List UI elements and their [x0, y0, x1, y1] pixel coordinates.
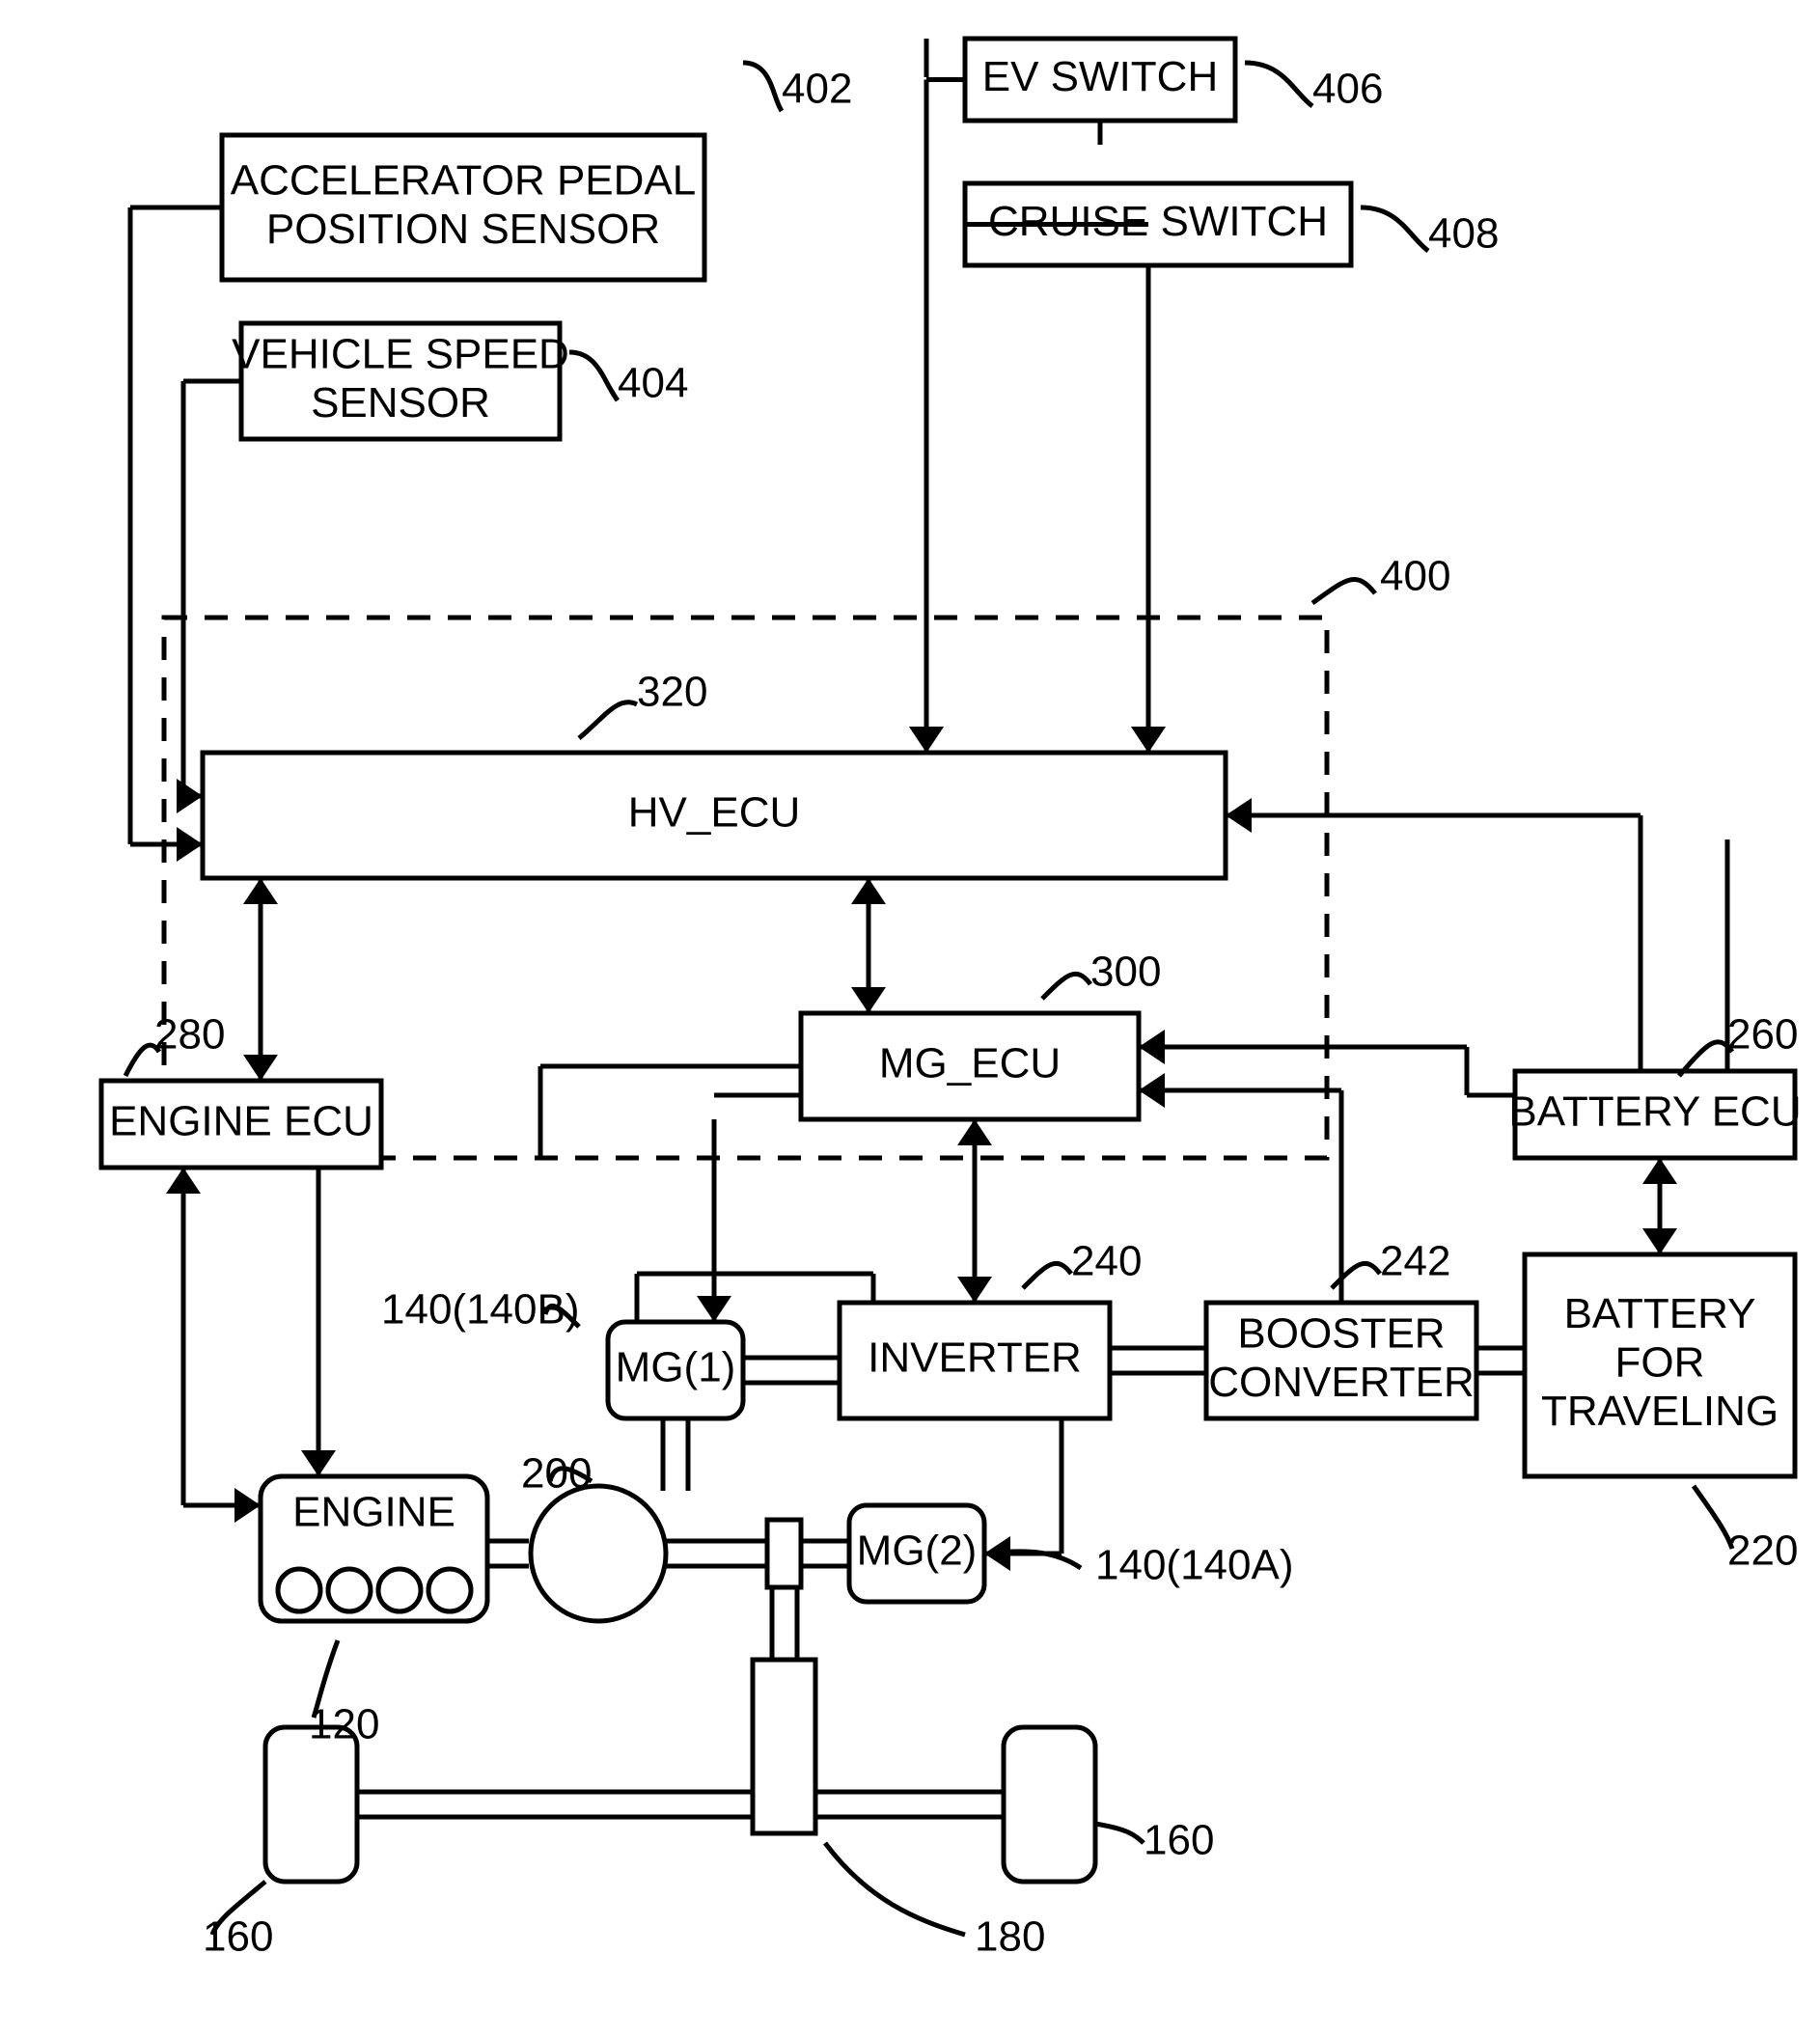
svg-text:260: 260	[1727, 1011, 1798, 1059]
svg-text:408: 408	[1428, 210, 1499, 258]
svg-text:404: 404	[618, 360, 688, 407]
svg-text:280: 280	[154, 1011, 225, 1059]
svg-text:140(140A): 140(140A)	[1095, 1542, 1293, 1589]
svg-text:INVERTER: INVERTER	[868, 1334, 1082, 1382]
svg-text:MG(2): MG(2)	[857, 1527, 978, 1575]
svg-text:BOOSTER: BOOSTER	[1237, 1309, 1445, 1357]
svg-text:406: 406	[1312, 66, 1383, 113]
svg-text:MG(1): MG(1)	[616, 1344, 736, 1391]
svg-text:ACCELERATOR PEDAL: ACCELERATOR PEDAL	[231, 156, 697, 204]
svg-text:POSITION SENSOR: POSITION SENSOR	[266, 206, 660, 253]
svg-text:BATTERY: BATTERY	[1564, 1290, 1756, 1337]
svg-text:320: 320	[637, 669, 707, 716]
svg-text:160: 160	[203, 1913, 273, 1961]
svg-text:HV_ECU: HV_ECU	[628, 789, 801, 837]
svg-text:ENGINE: ENGINE	[292, 1489, 455, 1536]
svg-text:300: 300	[1090, 949, 1161, 996]
svg-text:VEHICLE SPEED: VEHICLE SPEED	[232, 330, 569, 377]
svg-text:400: 400	[1380, 553, 1450, 600]
svg-text:MG_ECU: MG_ECU	[879, 1040, 1061, 1087]
svg-text:242: 242	[1380, 1238, 1450, 1285]
svg-text:160: 160	[1144, 1817, 1214, 1864]
svg-text:BATTERY ECU: BATTERY ECU	[1508, 1088, 1801, 1136]
svg-text:ENGINE ECU: ENGINE ECU	[109, 1098, 373, 1145]
svg-text:SENSOR: SENSOR	[311, 379, 490, 426]
svg-text:180: 180	[975, 1913, 1045, 1961]
svg-text:CRUISE SWITCH: CRUISE SWITCH	[988, 198, 1328, 245]
diagram-canvas: ACCELERATOR PEDALPOSITION SENSOR VEHICLE …	[0, 0, 1820, 2036]
svg-text:220: 220	[1727, 1527, 1798, 1575]
svg-text:FOR: FOR	[1615, 1339, 1705, 1387]
svg-text:EV SWITCH: EV SWITCH	[982, 53, 1218, 100]
svg-text:402: 402	[782, 66, 852, 113]
svg-text:CONVERTER: CONVERTER	[1208, 1359, 1474, 1406]
svg-text:240: 240	[1071, 1238, 1142, 1285]
svg-text:TRAVELING: TRAVELING	[1541, 1388, 1779, 1435]
svg-text:120: 120	[309, 1701, 379, 1748]
